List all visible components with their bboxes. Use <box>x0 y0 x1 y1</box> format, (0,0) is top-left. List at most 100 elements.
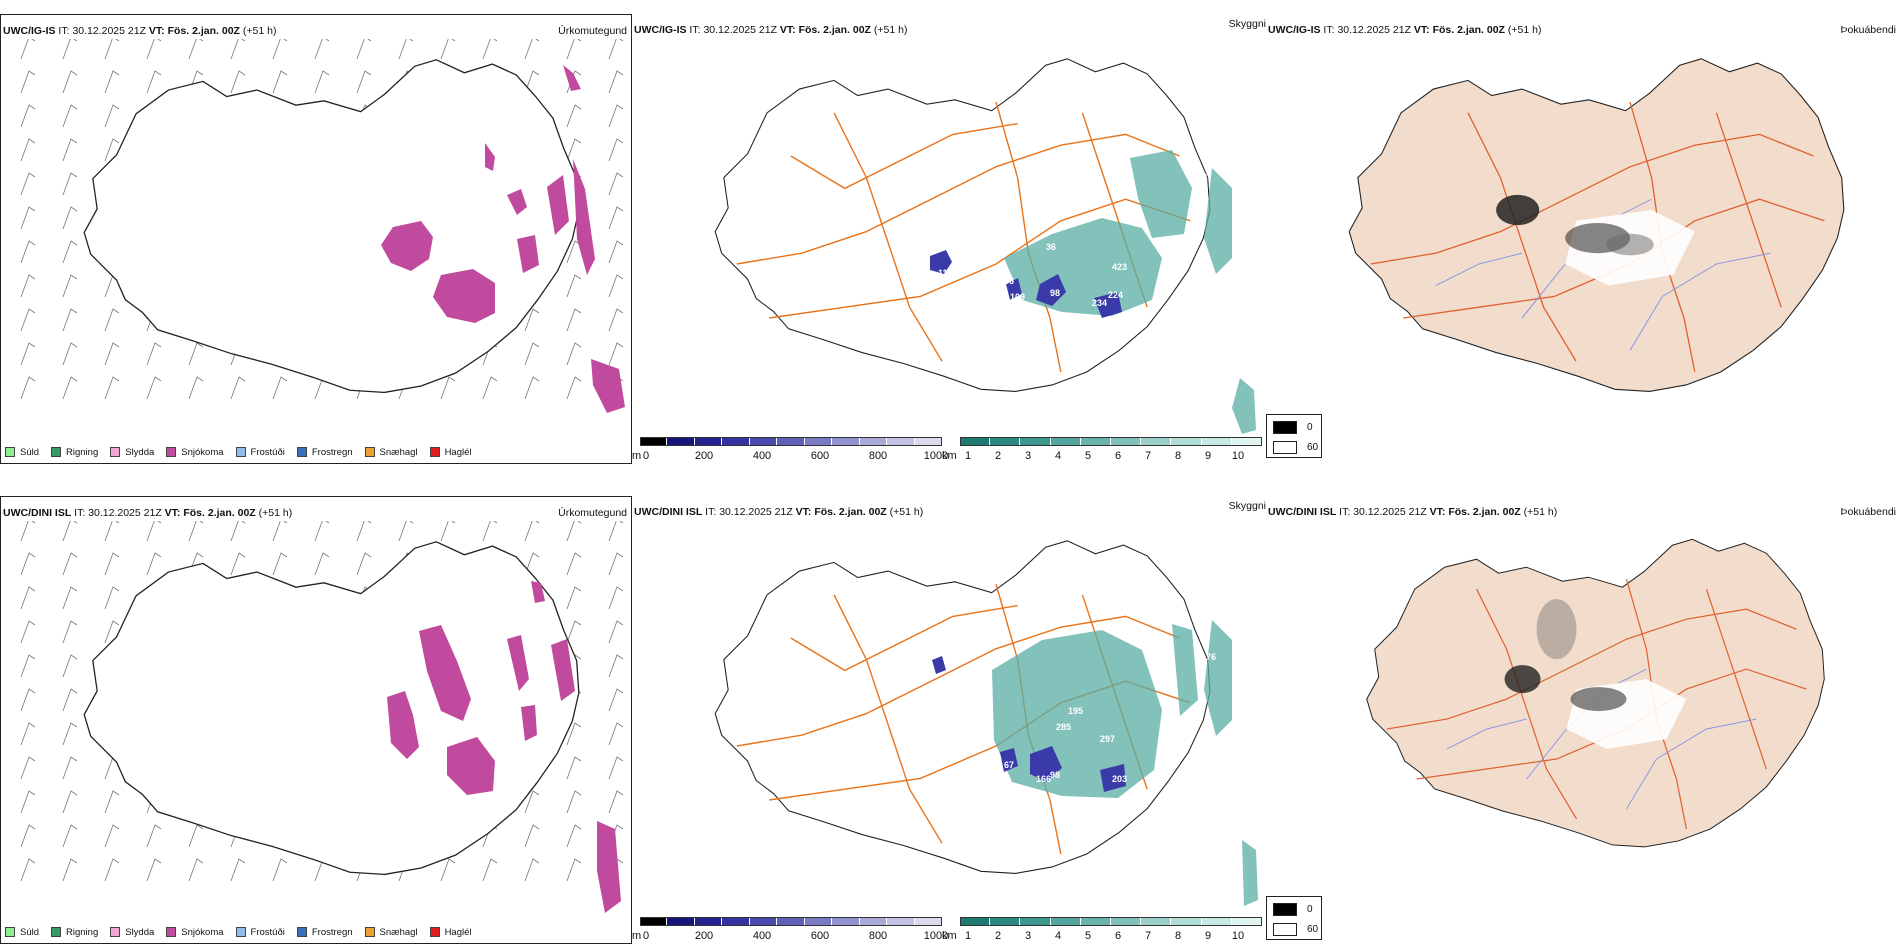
colorbar-tick: 200 <box>694 930 714 942</box>
legend-label: Súld <box>20 926 40 938</box>
wind-barb <box>104 858 120 882</box>
wind-barb <box>62 688 78 712</box>
wind-barb <box>566 824 582 848</box>
fog-legend-label: 60 <box>1307 442 1319 453</box>
wind-barb <box>440 858 456 882</box>
fog-swatch <box>1273 441 1297 454</box>
wind-barb <box>230 858 246 882</box>
legend-swatch <box>296 447 307 457</box>
wind-barb <box>482 39 498 60</box>
wind-barb <box>272 70 288 94</box>
colorbar-cell <box>1080 438 1111 445</box>
fog-legend-item: 0 <box>1273 903 1313 916</box>
wind-barb <box>566 552 582 576</box>
wind-barb <box>188 824 204 848</box>
wind-barb <box>20 552 36 576</box>
colorbar-cell <box>1080 918 1111 925</box>
wind-barb <box>20 138 36 162</box>
wind-barb <box>356 39 372 60</box>
colorbar-cell <box>1020 438 1051 445</box>
wind-barb <box>482 521 498 542</box>
ceiling-value-label: 36 <box>1046 242 1056 252</box>
colorbar-tick: 3 <box>1024 930 1032 942</box>
colorbar-tick: 4 <box>1054 450 1062 462</box>
visibility-unit: km <box>942 930 957 942</box>
wind-barb <box>62 172 78 196</box>
wind-barb <box>608 654 624 678</box>
wind-barb <box>524 70 540 94</box>
precip-panel-top: UWC/IG-IS IT: 30.12.2025 21Z VT: Fös. 2.… <box>0 14 632 464</box>
wind-barb <box>62 308 78 332</box>
wind-barb <box>272 521 288 542</box>
ceiling-value-label: 195 <box>1068 706 1083 716</box>
wind-barb <box>398 39 414 60</box>
colorbar-cell <box>804 438 833 445</box>
colorbar-cell <box>722 918 750 925</box>
wind-barb <box>230 521 246 542</box>
wind-barb <box>62 521 78 542</box>
colorbar-cell <box>887 438 915 445</box>
wind-barb <box>20 858 36 882</box>
legend-label: Súld <box>20 446 40 458</box>
precip-legend-item: Rigning <box>51 445 98 459</box>
colorbar-tick: 600 <box>810 930 830 942</box>
wind-barb <box>62 376 78 400</box>
wind-barb <box>524 790 540 814</box>
wind-barb <box>62 824 78 848</box>
wind-barb <box>20 688 36 712</box>
wind-barb <box>104 70 120 94</box>
colorbar-tick: 800 <box>868 930 888 942</box>
colorbar-cell <box>1141 918 1172 925</box>
colorbar-cell <box>887 918 915 925</box>
colorbar-tick: 0 <box>642 930 650 942</box>
precip-legend-item: Slydda <box>110 445 154 459</box>
visibility-colorbar <box>960 918 1262 925</box>
wind-barb <box>230 552 246 576</box>
wind-barb <box>104 308 120 332</box>
wind-barb <box>146 858 162 882</box>
wind-barb <box>566 39 582 60</box>
colorbar-tick: 10 <box>1231 930 1245 942</box>
legend-label: Slydda <box>125 926 155 938</box>
wind-barb <box>104 620 120 644</box>
legend-label: Frostregn <box>311 446 353 458</box>
legend-label: Haglél <box>444 926 472 938</box>
precip-map <box>20 39 625 413</box>
panel-title: Þokuábendi <box>1840 506 1896 518</box>
legend-swatch <box>166 927 177 937</box>
precip-map <box>20 521 624 913</box>
wind-barb <box>608 274 624 298</box>
colorbar-tick: 400 <box>752 930 772 942</box>
wind-barb <box>20 654 36 678</box>
colorbar-tick: 800 <box>868 450 888 462</box>
colorbar-cell <box>1110 438 1142 445</box>
colorbar-tick: 3 <box>1024 450 1032 462</box>
precip-legend-item: Frostúði <box>235 925 285 939</box>
wind-barb <box>62 858 78 882</box>
colorbar-cell <box>749 438 778 445</box>
wind-barb <box>146 376 162 400</box>
wind-barb <box>230 376 246 400</box>
colorbar-tick: 4 <box>1054 930 1062 942</box>
legend-label: Rigning <box>66 926 99 938</box>
wind-barb <box>608 138 624 162</box>
fog-swatch <box>1273 923 1297 936</box>
colorbar-cell <box>640 438 668 445</box>
colorbar-tick: 2 <box>994 930 1002 942</box>
legend-label: Haglél <box>444 446 472 458</box>
wind-barb <box>314 521 330 542</box>
panel-header: UWC/DINI ISL IT: 30.12.2025 21Z VT: Fös.… <box>1268 506 1558 518</box>
panel-header: UWC/IG-IS IT: 30.12.2025 21Z VT: Fös. 2.… <box>3 25 277 37</box>
fog-map <box>1348 58 1845 392</box>
legend-label: Slydda <box>125 446 155 458</box>
wind-barb <box>356 70 372 94</box>
fog-legend-label: 60 <box>1307 924 1319 935</box>
panel-header: UWC/IG-IS IT: 30.12.2025 21Z VT: Fös. 2.… <box>1268 24 1542 36</box>
fog-area <box>1504 599 1687 750</box>
wind-barb <box>440 39 456 60</box>
precip-legend-item: Frostregn <box>296 925 353 939</box>
wind-barb <box>608 521 624 542</box>
fog-legend-bottom: 0 60 <box>1266 896 1322 940</box>
snow-area <box>381 65 625 413</box>
